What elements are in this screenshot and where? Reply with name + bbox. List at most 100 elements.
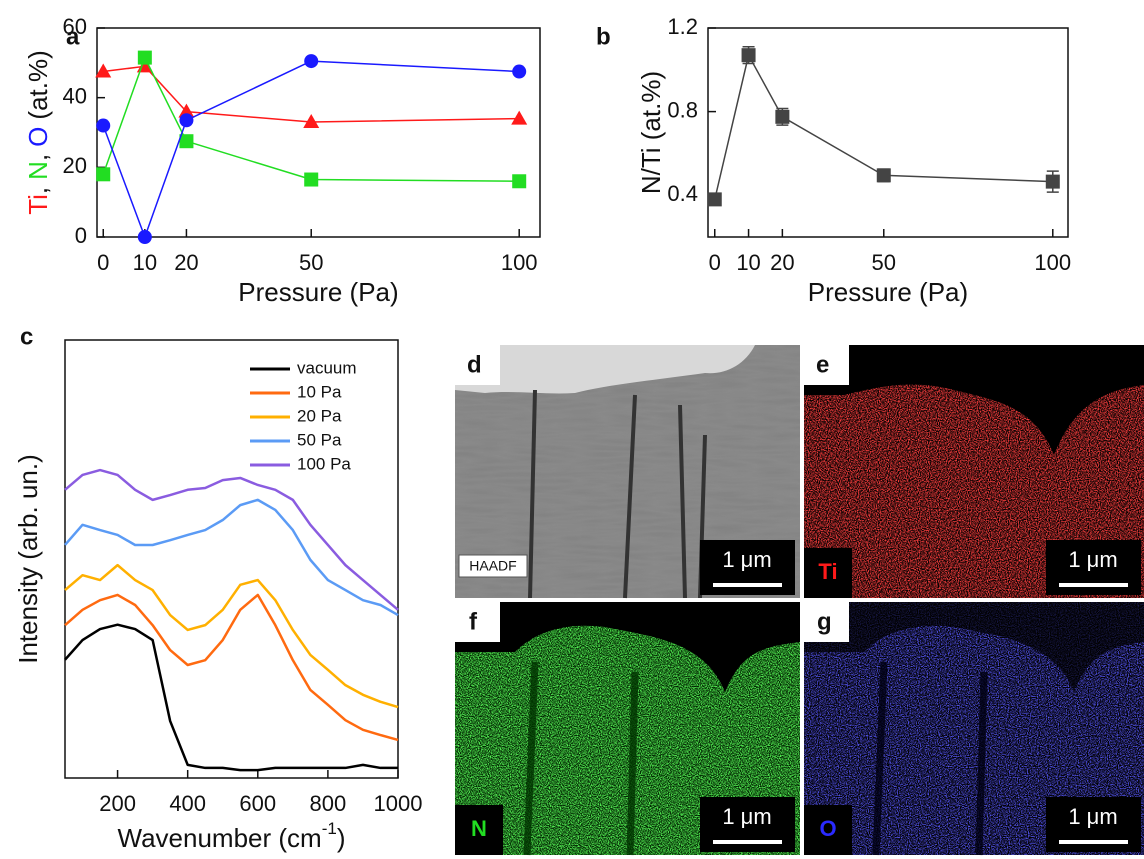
x-axis-label-text: Wavenumber (cm [118,823,322,853]
image-region [455,602,800,692]
x-tick-label: 100 [501,250,538,275]
y-tick-label: 40 [63,83,87,108]
y-tick-label: 0 [75,223,87,248]
marker [707,192,722,207]
image-panel: f N 1 μm [455,602,800,856]
x-tick-label: 100 [1034,250,1071,275]
y-tick-label: 60 [63,14,87,39]
tag-box [455,805,503,855]
image-region [455,345,800,394]
marker [876,168,891,183]
panel-letter: g [817,608,832,635]
marker [303,114,320,129]
x-axis-label: Pressure (Pa) [808,277,968,307]
scale-bar-label: 1 μm [1068,547,1117,572]
image-panel: d HAADF 1 μm [455,345,800,599]
image-tag: HAADF [469,558,516,574]
marker [96,167,111,182]
x-tick-label: 1000 [374,791,423,816]
letter-box [804,602,849,642]
marker [775,109,790,124]
marker [511,110,528,125]
x-axis-label-text: Pressure (Pa) [238,277,398,307]
image-tag: Ti [818,559,837,584]
legend-label: 10 Pa [297,382,342,401]
x-tick-label: 200 [99,791,136,816]
legend-label: 100 Pa [297,454,351,473]
y-tick-label: 1.2 [667,14,698,39]
y-axis-label-separator: , [23,154,53,161]
x-tick-label: 0 [709,250,721,275]
marker [304,172,319,187]
x-axis-label: Pressure (Pa) [238,277,398,307]
x-tick-label: 50 [299,250,323,275]
marker [137,50,152,65]
image-tag: N [471,816,487,841]
x-tick-label: 0 [97,250,109,275]
marker [178,103,195,118]
marker [512,174,527,189]
y-axis-label-text: Ti [23,194,53,215]
panel-letter: e [816,351,829,378]
marker [95,63,112,78]
tag-box [458,554,528,578]
panel-letter: c [20,323,33,350]
legend-label: vacuum [297,358,357,377]
panel-letter: f [469,608,478,635]
letter-box [804,345,849,385]
x-tick-label: 600 [239,791,276,816]
image-tag: O [819,816,836,841]
x-tick-label: 20 [770,250,794,275]
series-line [64,563,399,709]
legend-label: 20 Pa [297,406,342,425]
scale-bar-label: 1 μm [722,804,771,829]
x-tick-label: 400 [169,791,206,816]
x-tick-label: 10 [736,250,760,275]
panel-letter: b [596,23,611,50]
scale-bar-label: 1 μm [722,547,771,572]
tag-box [804,548,852,598]
x-axis-label: Wavenumber (cm-1) [118,819,346,852]
x-axis-label-superscript: -1 [322,819,337,838]
marker [741,48,756,63]
y-axis-label: Intensity (arb. un.) [13,454,43,664]
legend-label: 50 Pa [297,430,342,449]
y-tick-label: 20 [63,153,87,178]
x-tick-label: 50 [872,250,896,275]
x-axis-label-text: Pressure (Pa) [808,277,968,307]
tag-box [804,805,852,855]
y-axis-label-separator: , [23,187,53,194]
y-tick-label: 0.4 [667,181,698,206]
series-line [102,60,520,238]
series-line [64,468,399,611]
series-line [64,623,398,772]
y-axis-label-text: O [23,127,53,147]
image-feature [523,661,639,856]
marker [179,113,194,128]
marker [96,118,111,133]
image-panel: g O 1 μm [804,602,1144,856]
y-axis-label-text: Intensity (arb. un.) [13,454,43,664]
image-panel: e Ti 1 μm [804,345,1144,598]
marker [137,230,152,244]
y-axis-label-text: (at.%) [23,50,53,119]
image-feature [528,389,707,599]
x-tick-label: 800 [310,791,347,816]
y-tick-label: 0.8 [667,97,698,122]
marker [304,54,319,69]
series-line [64,593,399,742]
y-axis-label: N/Ti (at.%) [636,71,666,194]
panel-letter: a [66,23,80,50]
x-axis-label-text: ) [337,823,346,853]
y-axis-label-text: N/Ti (at.%) [636,71,666,194]
plot-frame [64,339,399,779]
y-axis-label-text: N [23,161,53,180]
marker [512,64,527,79]
series-line [103,65,520,123]
image-region [804,602,1144,692]
marker [1045,174,1060,189]
image-feature [872,661,988,856]
panel-letter: d [467,351,482,378]
